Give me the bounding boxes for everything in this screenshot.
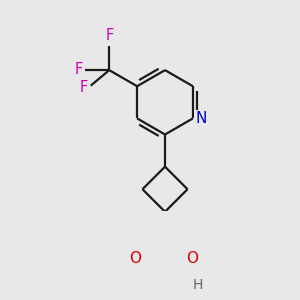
Text: N: N bbox=[195, 111, 206, 126]
Text: F: F bbox=[80, 80, 88, 94]
Text: H: H bbox=[192, 278, 203, 292]
Text: O: O bbox=[186, 251, 198, 266]
Text: O: O bbox=[130, 251, 142, 266]
Text: F: F bbox=[74, 62, 82, 77]
Text: F: F bbox=[105, 28, 113, 43]
